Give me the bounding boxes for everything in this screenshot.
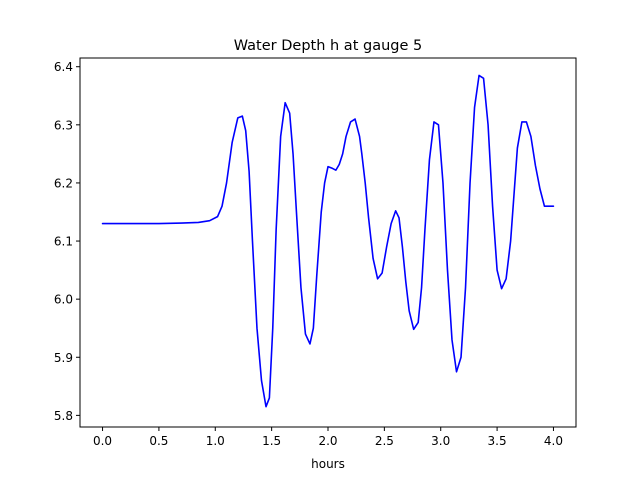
plot-area: [79, 57, 577, 428]
x-tick-label: 2.0: [318, 434, 337, 448]
x-tick-label: 1.5: [262, 434, 281, 448]
y-tick-label: 5.8: [54, 409, 73, 423]
y-tick-label: 6.0: [54, 293, 73, 307]
y-axis: 5.8 5.9 6.0 6.1 6.2 6.3 6.4: [54, 60, 80, 423]
y-tick-label: 6.4: [54, 60, 73, 74]
x-tick-label: 1.0: [206, 434, 225, 448]
x-tick-label: 3.5: [488, 434, 507, 448]
x-axis-label: hours: [311, 457, 345, 471]
x-axis: 0.0 0.5 1.0 1.5 2.0 2.5 3.0 3.5 4.0: [93, 427, 563, 448]
x-tick-label: 0.5: [149, 434, 168, 448]
y-tick-label: 5.9: [54, 351, 73, 365]
y-tick-label: 6.1: [54, 235, 73, 249]
x-tick-label: 0.0: [93, 434, 112, 448]
x-tick-label: 4.0: [544, 434, 563, 448]
plot-frame: [79, 57, 577, 428]
x-tick-label: 2.5: [375, 434, 394, 448]
y-tick-label: 6.3: [54, 118, 73, 132]
chart-title: Water Depth h at gauge 5: [234, 38, 422, 54]
series-line-0: [101, 74, 555, 408]
x-tick-label: 3.0: [431, 434, 450, 448]
y-tick-label: 6.2: [54, 176, 73, 190]
